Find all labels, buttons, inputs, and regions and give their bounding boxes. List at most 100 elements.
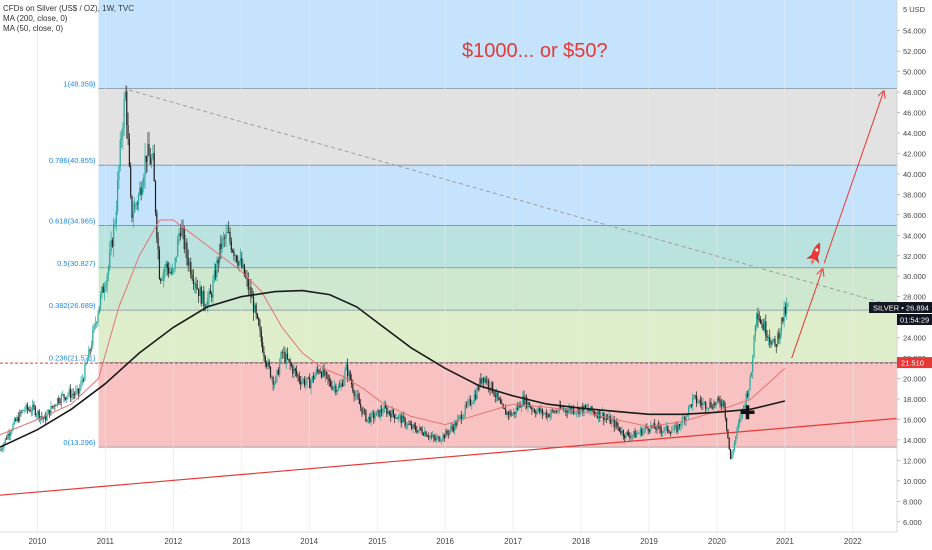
y-tick-label-2: 10.000 [903,477,926,486]
candle-body-69 [89,349,91,351]
candle-body-176 [229,232,231,242]
candle-body-172 [224,237,226,239]
candle-body-5 [5,438,8,440]
candle-body-217 [282,351,285,354]
candle-body-330 [430,435,432,437]
candle-body-9 [11,430,13,433]
candle-body-358 [467,401,469,406]
candle-body-40 [51,406,53,408]
candle-body-116 [150,158,153,165]
candle-body-591 [771,341,773,345]
candle-body-463 [604,417,606,421]
candle-body-446 [582,406,584,413]
candle-body-528 [689,404,691,407]
candle-body-477 [622,430,624,436]
candle-body-277 [361,407,363,414]
candle-body-424 [553,410,555,413]
candle-body-191 [249,287,251,290]
candle-body-502 [655,428,657,431]
candle-body-199 [259,325,261,331]
fib-label-3: 0.5(30.827) [57,259,96,268]
candle-body-163 [212,280,214,298]
candle-body-350 [456,418,458,426]
candle-body-521 [680,425,682,427]
candle-body-348 [454,422,456,431]
candle-body-363 [473,394,475,402]
candle-body-324 [422,433,425,436]
candle-body-548 [715,401,717,406]
x-tick-label-2: 2012 [164,537,182,546]
y-tick-label-13: 32.000 [903,252,926,261]
candle-body-476 [621,430,623,434]
candle-body-46 [59,402,61,404]
fib-label-5: 0.236(21.571) [49,353,96,362]
candle-body-598 [780,317,783,332]
candle-body-195 [254,304,256,313]
y-tick-label-1: 8.000 [903,497,922,506]
candle-body-535 [698,400,700,403]
candle-body-503 [656,424,658,431]
candle-body-379 [494,395,496,397]
candle-body-551 [719,400,721,405]
candle-body-372 [485,378,487,384]
candle-body-201 [262,341,264,353]
candle-body-85 [110,239,112,252]
candle-body-508 [663,430,665,432]
candle-body-493 [643,428,645,431]
candle-body-403 [526,396,528,408]
legend: CFDs on Silver (US$ / OZ), 1W, TVC MA (2… [3,4,134,34]
candle-body-137 [178,233,180,239]
candle-body-470 [613,419,615,428]
x-tick-label-1: 2011 [97,537,115,546]
candle-body-564 [736,428,738,437]
candle-body-361 [471,403,473,405]
candle-body-27 [34,406,36,416]
candle-body-15 [19,411,21,422]
candle-body-373 [486,380,489,384]
candle-body-61 [79,387,81,394]
candle-body-583 [761,323,763,325]
candle-body-352 [459,415,461,417]
candle-body-494 [644,426,647,429]
candle-body-479 [625,432,627,439]
candle-body-569 [742,405,745,409]
candle-body-305 [397,415,400,419]
candle-body-104 [135,203,137,205]
x-axis: 2010 2011 2012 2013 2014 2015 2016 2017 2018 2019… [0,531,932,550]
y-axis-unit: 5 USD [903,5,926,14]
candle-body-517 [675,425,677,427]
candle-body-478 [624,435,626,439]
candle-body-500 [652,423,655,427]
candle-body-365 [476,387,478,399]
x-tick-label-8: 2018 [572,537,590,546]
candle-body-489 [638,432,640,434]
candle-body-378 [493,392,495,396]
x-tick-label-3: 2013 [232,537,250,546]
candle-body-392 [511,414,513,416]
candle-body-51 [66,396,68,400]
candle-body-303 [395,417,397,419]
price-tags: SILVER • 26.894 01:54:29 21.510 [869,302,932,369]
candle-body-320 [417,429,419,433]
candle-body-202 [263,352,265,357]
candle-body-509 [664,427,666,431]
candle-body-344 [448,430,451,435]
candle-body-490 [639,429,641,433]
candle-body-17 [21,410,23,413]
candle-body-112 [145,155,147,162]
candle-body-50 [64,397,66,400]
candle-body-218 [284,351,286,363]
candle-body-181 [235,255,238,262]
fib-label-0: 1(48.359) [63,79,96,88]
candle-body-43 [55,405,57,407]
candle-body-79 [102,286,104,293]
candle-body-436 [569,407,571,410]
candle-body-53 [68,389,70,395]
candle-body-402 [524,396,526,405]
candle-body-328 [428,436,430,438]
candle-body-302 [394,414,396,419]
candle-body-460 [600,416,602,419]
x-tick-label-12: 2022 [844,537,862,546]
candle-body-400 [522,396,524,407]
